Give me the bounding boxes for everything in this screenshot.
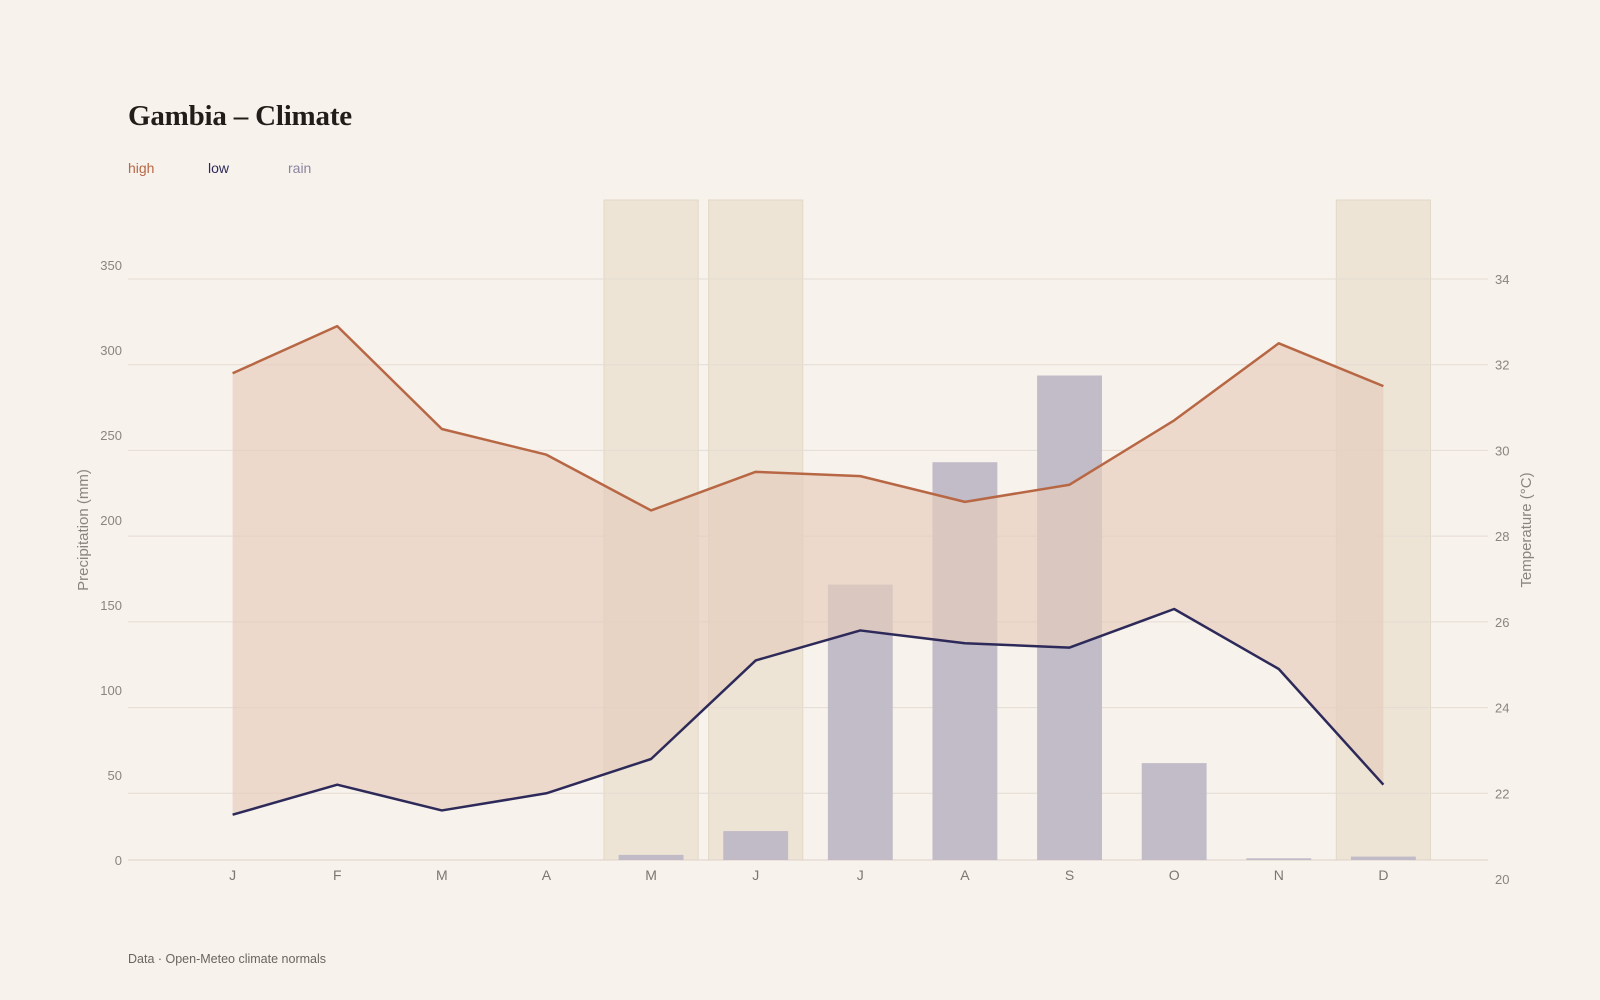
- x-tick-8: S: [1065, 867, 1074, 883]
- y-tick-350: 350: [100, 258, 122, 273]
- rain-bar-5: [723, 831, 789, 860]
- x-tick-10: N: [1274, 867, 1284, 883]
- x-tick-3: A: [542, 867, 552, 883]
- y-axis-label: Precipitation (mm): [75, 469, 92, 591]
- y-tick-300: 300: [100, 343, 122, 358]
- temperature-band: [232, 326, 1384, 815]
- tick-labels: 0 50 100 150 200 250 300 350 20 22 24 26 28 30 32 34 J F M…: [100, 258, 1509, 887]
- temperature-range-area: [232, 326, 1384, 815]
- rain-bar-4: [618, 854, 684, 860]
- chart-title: Gambia – Climate: [128, 100, 352, 132]
- y-tick-50: 50: [108, 768, 122, 783]
- x-tick-11: D: [1378, 867, 1388, 883]
- data-source-note: Data · Open-Meteo climate normals: [128, 952, 326, 966]
- low-temperature-line: [232, 607, 1385, 816]
- y-tick-100: 100: [100, 683, 122, 698]
- legend-item-low: low: [208, 160, 230, 176]
- x-tick-5: J: [752, 867, 759, 883]
- rain-bar-9: [1141, 763, 1207, 860]
- y2-tick-22: 22: [1495, 786, 1509, 801]
- y2-axis-label: Temperature (°C): [1518, 472, 1535, 587]
- x-tick-1: F: [333, 867, 342, 883]
- legend-item-rain: rain: [288, 160, 312, 176]
- y2-tick-32: 32: [1495, 358, 1509, 373]
- x-tick-9: O: [1169, 867, 1180, 883]
- y2-tick-24: 24: [1495, 701, 1509, 716]
- y-tick-200: 200: [100, 513, 122, 528]
- temperature-lines: [232, 324, 1385, 816]
- y2-tick-28: 28: [1495, 529, 1509, 544]
- x-tick-6: J: [857, 867, 864, 883]
- legend-item-high: high: [128, 160, 155, 176]
- y2-tick-20: 20: [1495, 872, 1509, 887]
- y-tick-150: 150: [100, 598, 122, 613]
- x-tick-4: M: [645, 867, 657, 883]
- high-temperature-line: [232, 324, 1384, 512]
- x-tick-7: A: [960, 867, 970, 883]
- y2-tick-26: 26: [1495, 615, 1509, 630]
- rain-bar-11: [1350, 856, 1416, 860]
- x-tick-0: J: [229, 867, 236, 883]
- rain-bar-10: [1246, 858, 1312, 860]
- y-tick-0: 0: [115, 853, 122, 868]
- y2-tick-34: 34: [1495, 272, 1509, 287]
- x-tick-2: M: [436, 867, 448, 883]
- y2-tick-30: 30: [1495, 443, 1509, 458]
- y-tick-250: 250: [100, 428, 122, 443]
